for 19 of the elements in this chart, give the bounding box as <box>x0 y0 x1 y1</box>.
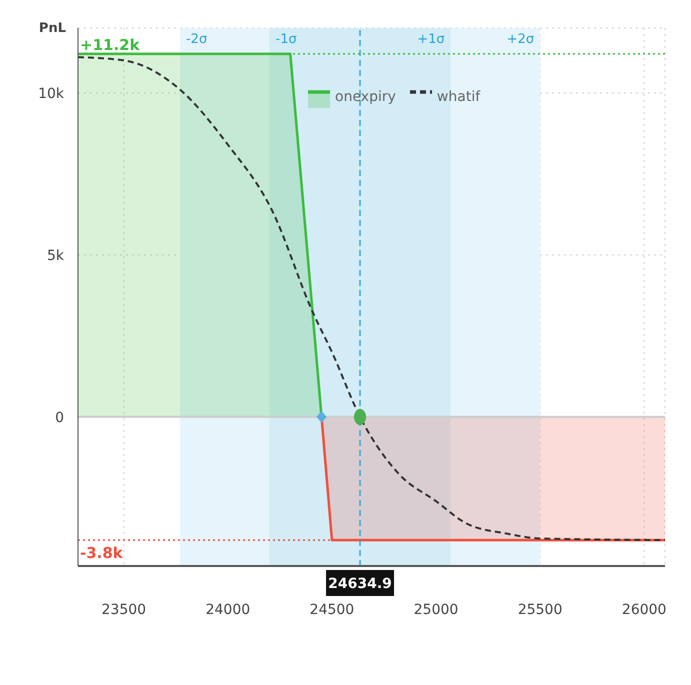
ref-line-label: -3.8k <box>80 544 124 562</box>
ref-line-label: 24634.9 <box>328 576 392 592</box>
x-tick-label: 23500 <box>102 602 146 618</box>
y-tick-label: 0 <box>55 410 64 426</box>
legend-label: onexpiry <box>335 89 396 105</box>
x-tick-label: 24000 <box>206 602 250 618</box>
band-label: +1σ <box>417 32 445 48</box>
band-label: +2σ <box>506 32 534 48</box>
band-label: -1σ <box>276 32 297 48</box>
y-axis-title: PnL <box>38 21 66 36</box>
x-tick-label: 26000 <box>622 602 666 618</box>
x-tick-label: 25000 <box>414 602 458 618</box>
legend-label: whatif <box>436 89 480 105</box>
y-tick-label: 5k <box>46 248 65 264</box>
y-tick-label: 10k <box>38 86 65 102</box>
ref-line-label: +11.2k <box>80 36 141 54</box>
band-label: -2σ <box>186 32 208 48</box>
x-tick-label: 25500 <box>518 602 562 618</box>
x-tick-label: 24500 <box>310 602 354 618</box>
